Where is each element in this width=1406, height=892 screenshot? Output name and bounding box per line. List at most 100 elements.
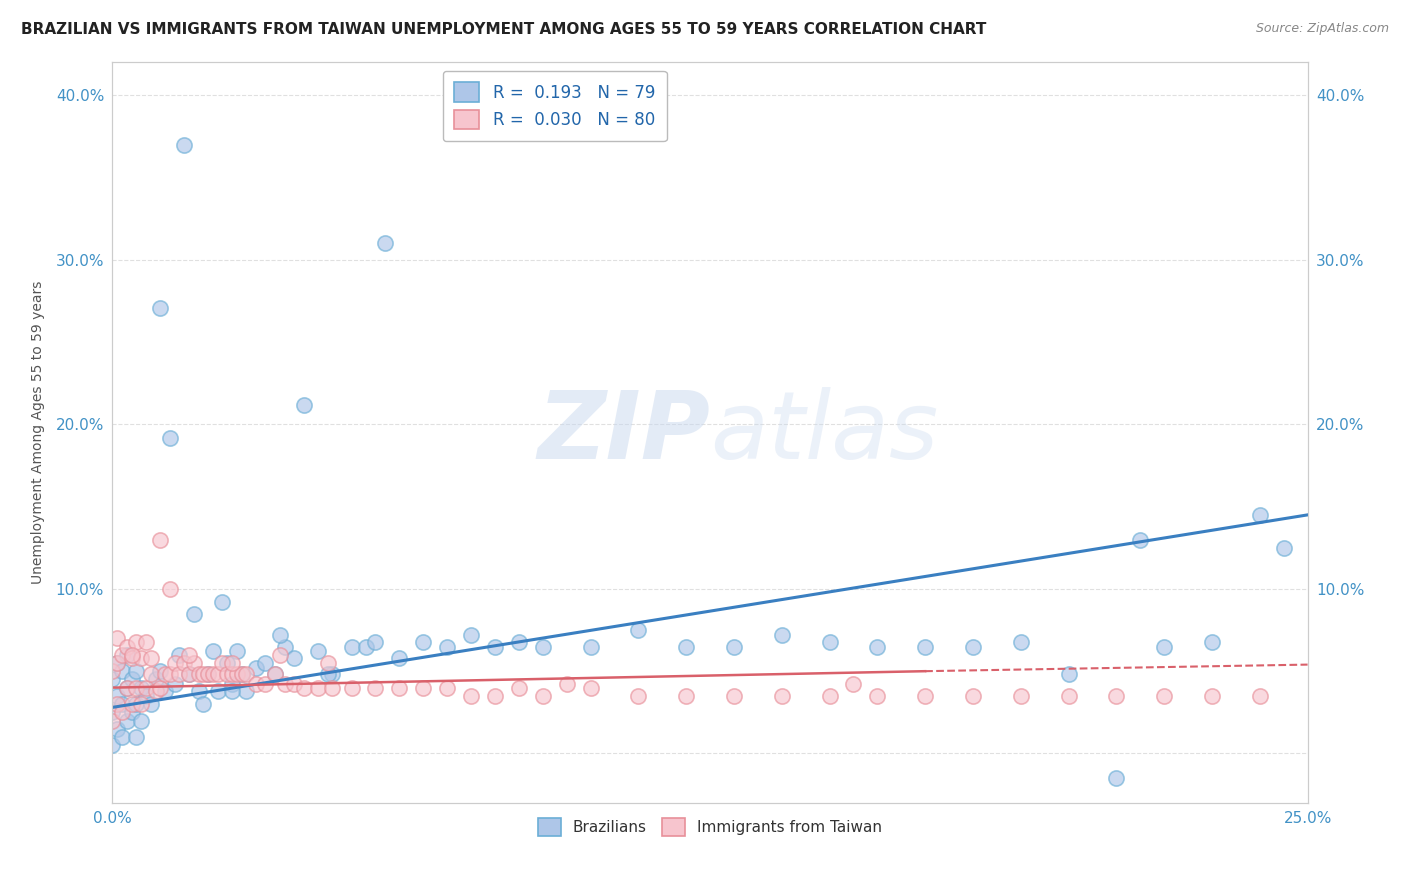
Text: ZIP: ZIP [537,386,710,479]
Point [121,697,143,711]
Point [1010,634,1032,648]
Point [460,689,482,703]
Point [388,651,411,665]
Point [412,634,434,648]
Point [221,677,243,691]
Point [183,607,205,621]
Point [105,656,128,670]
Point [145,673,167,687]
Point [273,677,295,691]
Point [221,684,243,698]
Point [235,684,257,698]
Point [163,656,186,670]
Y-axis label: Unemployment Among Ages 55 to 59 years: Unemployment Among Ages 55 to 59 years [31,281,45,584]
Point [121,648,143,662]
Point [245,677,267,691]
Point [115,681,138,695]
Point [1153,640,1175,654]
Point [292,398,315,412]
Point [101,738,124,752]
Point [187,684,209,698]
Point [866,689,889,703]
Point [135,689,157,703]
Point [101,664,124,678]
Point [225,667,247,681]
Text: atlas: atlas [710,387,938,478]
Point [364,681,387,695]
Point [159,667,181,681]
Point [579,640,602,654]
Text: BRAZILIAN VS IMMIGRANTS FROM TAIWAN UNEMPLOYMENT AMONG AGES 55 TO 59 YEARS CORRE: BRAZILIAN VS IMMIGRANTS FROM TAIWAN UNEM… [21,22,987,37]
Point [508,681,530,695]
Point [264,667,287,681]
Point [159,582,181,596]
Point [388,681,411,695]
Point [340,640,363,654]
Point [173,656,195,670]
Point [316,656,339,670]
Point [723,689,745,703]
Point [531,689,554,703]
Point [627,623,650,637]
Point [125,730,148,744]
Point [818,689,841,703]
Point [321,667,343,681]
Point [193,667,215,681]
Point [316,667,339,681]
Point [1201,689,1223,703]
Point [264,667,287,681]
Point [111,648,134,662]
Point [914,640,936,654]
Point [201,667,224,681]
Point [770,628,793,642]
Point [1105,689,1128,703]
Point [321,681,343,695]
Point [221,667,243,681]
Point [129,714,152,728]
Point [245,661,267,675]
Point [121,651,143,665]
Point [770,689,793,703]
Point [627,689,650,703]
Point [139,651,162,665]
Point [962,640,984,654]
Point [197,667,219,681]
Point [235,667,257,681]
Point [193,697,215,711]
Point [105,697,128,711]
Point [231,667,253,681]
Point [115,714,138,728]
Point [818,634,841,648]
Point [211,595,233,609]
Point [169,667,191,681]
Point [129,697,152,711]
Point [145,684,167,698]
Point [1057,689,1080,703]
Point [436,681,458,695]
Point [149,681,172,695]
Point [269,628,291,642]
Point [187,667,209,681]
Point [211,656,233,670]
Point [1272,541,1295,555]
Point [1249,508,1271,522]
Point [153,684,176,698]
Point [484,689,506,703]
Point [129,681,152,695]
Point [531,640,554,654]
Point [111,730,134,744]
Point [914,689,936,703]
Point [135,634,157,648]
Point [675,640,697,654]
Point [163,677,186,691]
Point [217,656,239,670]
Point [254,656,277,670]
Point [125,697,148,711]
Point [460,628,482,642]
Legend: Brazilians, Immigrants from Taiwan: Brazilians, Immigrants from Taiwan [530,810,890,843]
Point [221,656,243,670]
Point [149,664,172,678]
Point [866,640,889,654]
Point [111,706,134,720]
Point [125,664,148,678]
